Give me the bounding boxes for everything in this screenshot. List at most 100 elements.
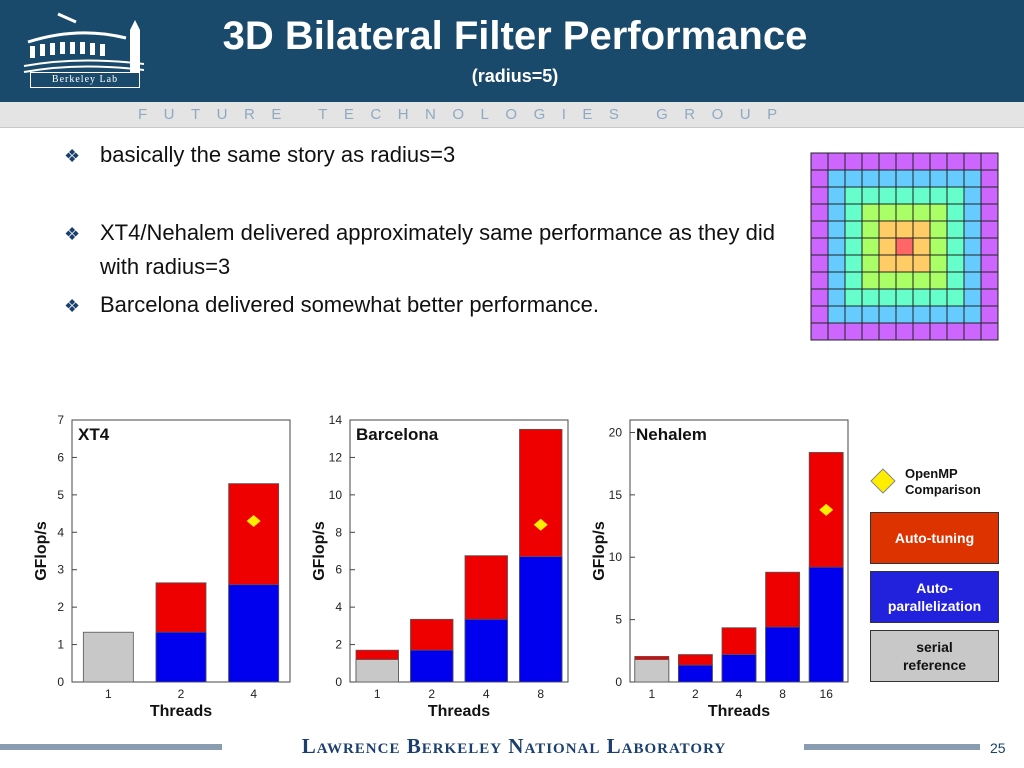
y-tick-label: 10 xyxy=(609,550,623,564)
berkeley-lab-logo xyxy=(23,12,145,73)
stencil-cell xyxy=(810,220,829,239)
autopar-bar xyxy=(765,626,801,683)
stencil-cell xyxy=(895,186,914,205)
y-tick-label: 0 xyxy=(57,675,64,689)
bullet-item: ❖ basically the same story as radius=3 xyxy=(62,138,782,172)
chart-title: Nehalem xyxy=(636,425,707,444)
legend-autotuning-label: Auto-tuning xyxy=(894,530,975,546)
footer-divider-left xyxy=(0,744,222,750)
y-axis-label: GFlop/s xyxy=(591,521,608,581)
stencil-cell xyxy=(827,186,846,205)
stencil-cell xyxy=(980,322,999,341)
stencil-cell xyxy=(912,152,931,171)
stencil-cell xyxy=(946,237,965,256)
stencil-cell xyxy=(861,152,880,171)
diamond-bullet-icon: ❖ xyxy=(64,146,81,166)
stencil-cell xyxy=(827,169,846,188)
stencil-cell xyxy=(929,271,948,290)
footer-divider-right xyxy=(804,744,980,750)
stencil-cell xyxy=(946,152,965,171)
autopar-bar xyxy=(228,584,280,683)
stencil-cell xyxy=(980,152,999,171)
stencil-cell xyxy=(963,203,982,222)
logo-text: Berkeley Lab xyxy=(30,72,140,88)
stencil-cell xyxy=(878,237,897,256)
page-number: 25 xyxy=(990,740,1006,756)
stencil-cell xyxy=(878,271,897,290)
stencil-cell xyxy=(827,271,846,290)
autopar-bar xyxy=(464,618,508,683)
stencil-cell xyxy=(895,254,914,273)
stencil-cell xyxy=(861,186,880,205)
y-tick-label: 20 xyxy=(609,425,623,439)
bullet-text: Barcelona delivered somewhat better perf… xyxy=(100,292,599,317)
stencil-cell xyxy=(963,186,982,205)
stencil-cell xyxy=(810,305,829,324)
x-tick-label: 1 xyxy=(648,687,655,701)
stencil-cell xyxy=(963,271,982,290)
stencil-cell xyxy=(895,203,914,222)
page-title: 3D Bilateral Filter Performance xyxy=(222,14,808,58)
x-tick-label: 2 xyxy=(178,687,185,701)
x-tick-label: 1 xyxy=(374,687,381,701)
stencil-cell xyxy=(844,322,863,341)
bullet-list: ❖ basically the same story as radius=3 ❖… xyxy=(62,138,782,322)
stencil-cell xyxy=(844,254,863,273)
stencil-cell xyxy=(980,288,999,307)
stencil-cell xyxy=(878,322,897,341)
stencil-cell xyxy=(861,203,880,222)
stencil-cell xyxy=(912,220,931,239)
chart-xt4: 0 1 2 3 4 5 6 7 1 2 4 XT4 Threads GFlop/s xyxy=(33,413,291,720)
stencil-cell xyxy=(963,169,982,188)
page-subtitle: (radius=5) xyxy=(471,66,559,86)
stencil-cell xyxy=(895,237,914,256)
y-tick-label: 6 xyxy=(335,563,342,577)
stencil-cell xyxy=(878,288,897,307)
stencil-cell xyxy=(929,220,948,239)
stencil-cell xyxy=(895,152,914,171)
stencil-cell xyxy=(929,305,948,324)
stencil-cell xyxy=(844,186,863,205)
legend-serial: serial reference xyxy=(870,630,999,682)
legend-autoparallelization-label: Auto-parallelization xyxy=(887,580,982,614)
stencil-cell xyxy=(929,169,948,188)
stencil-cell xyxy=(946,254,965,273)
x-tick-label: 4 xyxy=(250,687,257,701)
x-tick-label: 8 xyxy=(537,687,544,701)
y-tick-label: 12 xyxy=(329,450,343,464)
y-tick-label: 2 xyxy=(335,638,342,652)
legend-autotuning: Auto-tuning xyxy=(870,512,999,564)
stencil-cell xyxy=(827,152,846,171)
stencil-cell xyxy=(844,152,863,171)
stencil-cell xyxy=(861,237,880,256)
stencil-cell xyxy=(929,203,948,222)
stencil-cell xyxy=(895,271,914,290)
y-tick-label: 6 xyxy=(57,450,64,464)
stencil-cell xyxy=(861,254,880,273)
stencil-cell xyxy=(963,322,982,341)
stencil-cell xyxy=(810,237,829,256)
stencil-cell xyxy=(861,288,880,307)
stencil-cell xyxy=(861,322,880,341)
y-tick-label: 4 xyxy=(335,600,342,614)
y-axis-label: GFlop/s xyxy=(33,521,50,581)
chart-title: Barcelona xyxy=(356,425,439,444)
serial-bar xyxy=(82,631,134,683)
y-tick-label: 2 xyxy=(57,600,64,614)
stencil-cell xyxy=(878,220,897,239)
stencil-cell xyxy=(929,186,948,205)
stencil-cell xyxy=(827,203,846,222)
stencil-cell xyxy=(827,254,846,273)
openmp-marker xyxy=(533,518,548,531)
serial-bar xyxy=(634,659,670,683)
x-axis-label: Threads xyxy=(428,703,490,720)
autopar-bar xyxy=(721,654,757,683)
stencil-grid-icon xyxy=(810,152,999,341)
stencil-cell xyxy=(844,203,863,222)
stencil-cell xyxy=(980,271,999,290)
stencil-cell xyxy=(946,271,965,290)
x-tick-label: 2 xyxy=(428,687,435,701)
stencil-cell xyxy=(946,220,965,239)
stencil-cell xyxy=(844,169,863,188)
